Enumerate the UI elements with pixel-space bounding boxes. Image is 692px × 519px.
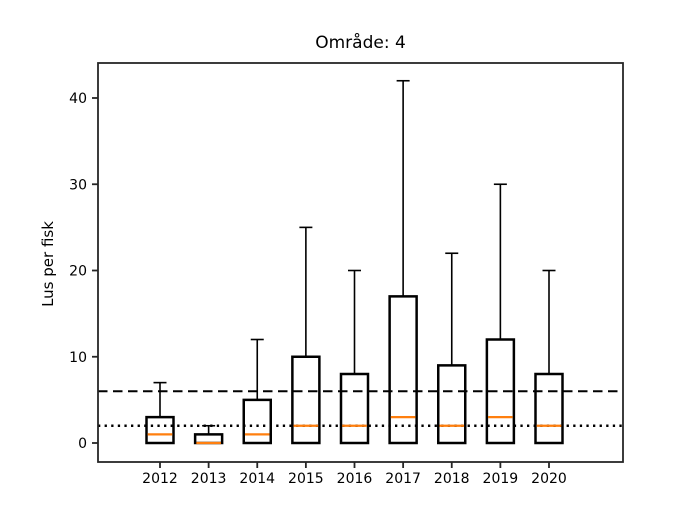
x-tick-label: 2014 [239, 471, 275, 487]
box-2013 [193, 433, 224, 445]
y-tick-label: 20 [69, 264, 87, 280]
x-tick-label: 2016 [337, 471, 373, 487]
x-tick-label: 2019 [483, 471, 519, 487]
chart-title: Område: 4 [315, 33, 406, 53]
y-tick-label: 40 [69, 91, 87, 107]
y-axis-label: Lus per fisk [39, 221, 57, 307]
box-2018 [437, 364, 467, 445]
x-tick-label: 2013 [191, 471, 227, 487]
x-tick-label: 2012 [142, 471, 178, 487]
box-2014 [242, 398, 272, 445]
y-tick-label: 30 [69, 177, 87, 193]
box-2015 [291, 355, 321, 445]
x-tick-label: 2018 [434, 471, 470, 487]
box-2019 [485, 338, 516, 445]
y-tick-label: 0 [78, 436, 87, 452]
axes-frame [97, 62, 624, 463]
x-tick-label: 2017 [385, 471, 421, 487]
x-tick-label: 2015 [288, 471, 324, 487]
box-2020 [534, 372, 564, 445]
box-2017 [388, 295, 418, 445]
box-2012 [145, 415, 175, 445]
x-tick-label: 2020 [531, 471, 567, 487]
y-tick-label: 10 [69, 350, 87, 366]
box-2016 [339, 372, 370, 445]
